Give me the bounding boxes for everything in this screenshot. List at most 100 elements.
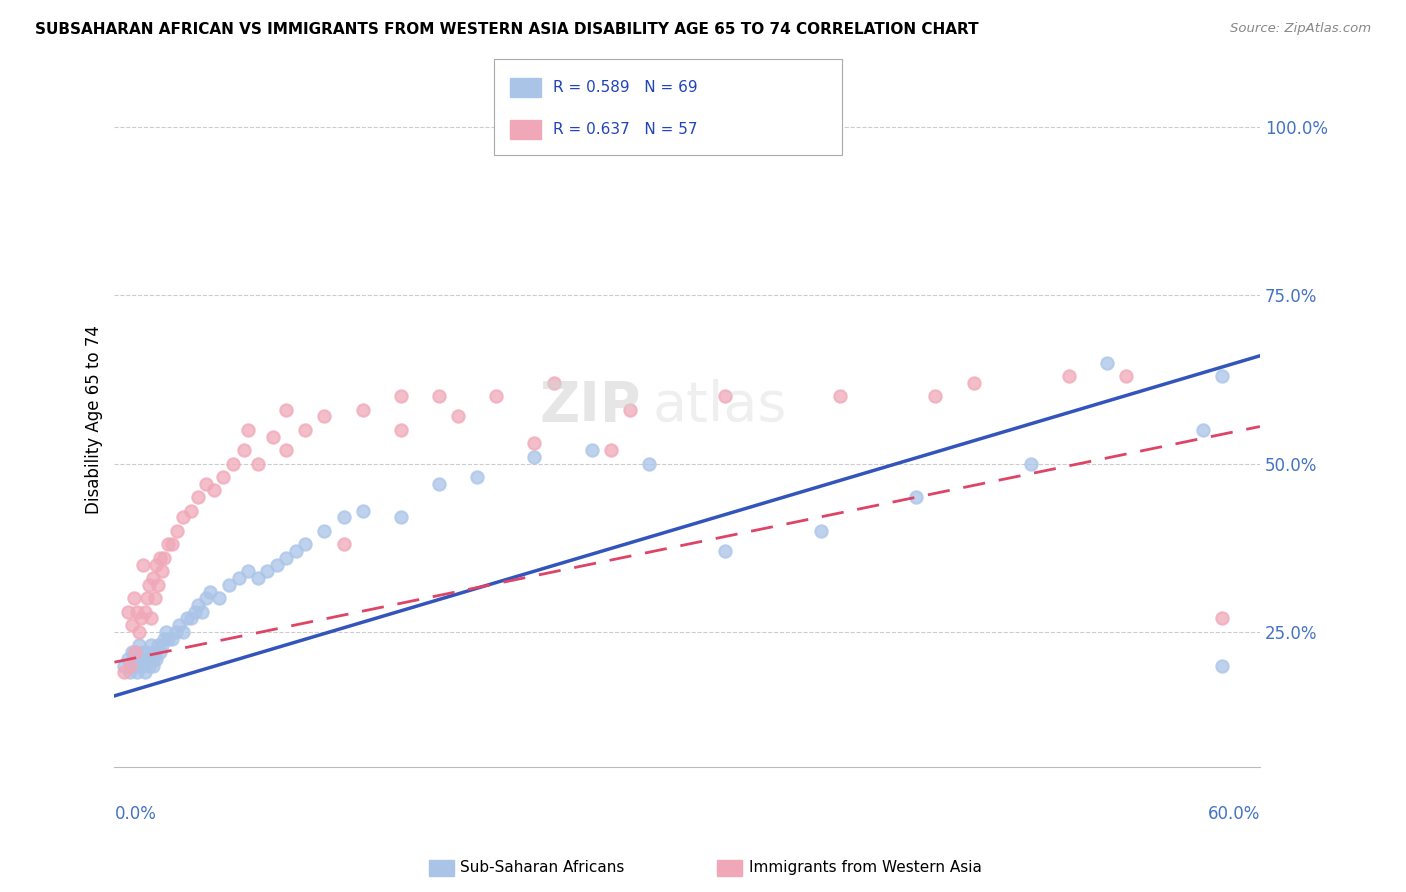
Point — [150, 564, 173, 578]
Point — [465, 470, 488, 484]
Text: Immigrants from Western Asia: Immigrants from Western Asia — [749, 860, 983, 874]
Point — [153, 632, 176, 646]
Point — [121, 618, 143, 632]
Point — [266, 558, 288, 572]
Point — [165, 624, 187, 639]
Point — [166, 524, 188, 538]
Point — [148, 578, 170, 592]
Point — [810, 524, 832, 538]
Point — [134, 605, 156, 619]
Point — [233, 443, 256, 458]
Point — [1057, 369, 1080, 384]
Point — [332, 537, 354, 551]
Point — [155, 624, 177, 639]
Point — [276, 402, 298, 417]
Point — [1191, 423, 1213, 437]
Point — [128, 639, 150, 653]
Point — [619, 402, 641, 417]
Point — [246, 571, 269, 585]
Point — [1211, 658, 1233, 673]
Point — [139, 611, 162, 625]
Point — [294, 423, 316, 437]
Point — [145, 652, 167, 666]
Point — [127, 605, 149, 619]
Point — [191, 605, 214, 619]
Point — [828, 389, 851, 403]
Text: atlas: atlas — [652, 379, 787, 433]
Point — [134, 652, 156, 666]
Point — [132, 645, 155, 659]
Point — [122, 658, 145, 673]
Point — [195, 591, 218, 606]
Point — [122, 591, 145, 606]
Point — [187, 490, 209, 504]
Point — [1211, 611, 1233, 625]
Point — [352, 504, 374, 518]
Text: Source: ZipAtlas.com: Source: ZipAtlas.com — [1230, 22, 1371, 36]
Text: 60.0%: 60.0% — [1208, 805, 1260, 823]
Text: SUBSAHARAN AFRICAN VS IMMIGRANTS FROM WESTERN ASIA DISABILITY AGE 65 TO 74 CORRE: SUBSAHARAN AFRICAN VS IMMIGRANTS FROM WE… — [35, 22, 979, 37]
Point — [145, 558, 167, 572]
Point — [208, 591, 231, 606]
Text: ZIP: ZIP — [540, 379, 641, 433]
Point — [142, 658, 165, 673]
Point — [134, 665, 156, 680]
Point — [124, 645, 146, 659]
Point — [427, 389, 450, 403]
Point — [180, 504, 202, 518]
Text: 0.0%: 0.0% — [114, 805, 156, 823]
Point — [118, 665, 141, 680]
Point — [180, 611, 202, 625]
Point — [256, 564, 278, 578]
Point — [543, 376, 565, 390]
Point — [172, 624, 194, 639]
Point — [1115, 369, 1137, 384]
Point — [128, 624, 150, 639]
Point — [212, 470, 235, 484]
Point — [139, 639, 162, 653]
Point — [905, 490, 928, 504]
Text: Sub-Saharan Africans: Sub-Saharan Africans — [460, 860, 624, 874]
Point — [127, 652, 149, 666]
Text: R = 0.637   N = 57: R = 0.637 N = 57 — [553, 122, 697, 136]
Point — [523, 450, 546, 464]
Point — [427, 476, 450, 491]
Point — [122, 652, 145, 666]
Point — [389, 423, 412, 437]
Point — [314, 409, 336, 424]
Point — [128, 658, 150, 673]
Point — [149, 550, 172, 565]
Point — [138, 578, 160, 592]
Point — [276, 443, 298, 458]
Point — [1211, 369, 1233, 384]
Point — [129, 611, 152, 625]
Point — [132, 658, 155, 673]
Point — [195, 476, 218, 491]
Point — [153, 550, 176, 565]
Point — [160, 537, 183, 551]
Point — [112, 665, 135, 680]
Point — [127, 665, 149, 680]
Point — [183, 605, 205, 619]
Point — [276, 550, 298, 565]
Point — [112, 658, 135, 673]
Point — [962, 376, 984, 390]
Point — [156, 537, 179, 551]
Point — [485, 389, 508, 403]
Point — [124, 645, 146, 659]
Point — [138, 652, 160, 666]
Point — [262, 429, 284, 443]
Point — [138, 658, 160, 673]
Point — [160, 632, 183, 646]
Point — [148, 639, 170, 653]
Point — [218, 578, 240, 592]
Point — [389, 389, 412, 403]
Point — [142, 652, 165, 666]
Point — [150, 639, 173, 653]
Point — [1095, 355, 1118, 369]
Point — [143, 591, 166, 606]
Point — [523, 436, 546, 450]
Point — [156, 632, 179, 646]
Point — [447, 409, 470, 424]
Point — [389, 510, 412, 524]
